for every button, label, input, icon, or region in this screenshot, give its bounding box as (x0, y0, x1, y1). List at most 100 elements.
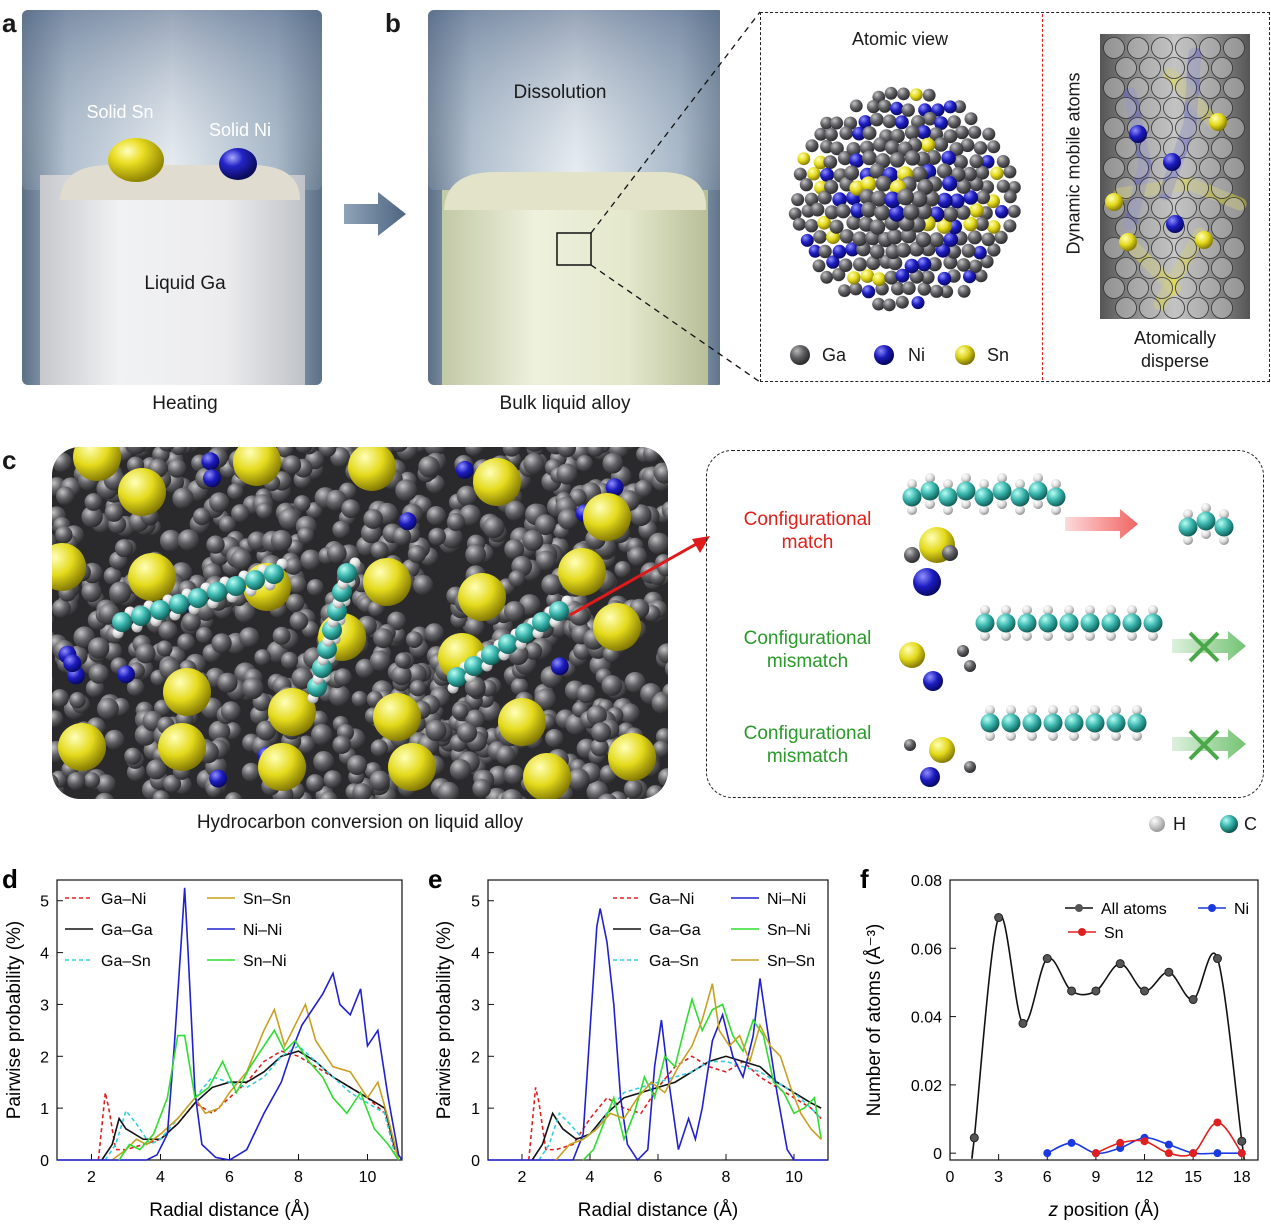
dynamic-mobile-atoms-label: Dynamic mobile atoms (1063, 72, 1084, 255)
ga-atom (158, 621, 178, 641)
ga-atom (52, 452, 72, 473)
y-axis-label: Pairwise probability (%) (4, 921, 25, 1120)
x-tick-label: 3 (994, 1169, 1003, 1186)
atomically-disperse-label: Atomically disperse (1133, 328, 1217, 371)
ga-atom (1223, 237, 1245, 259)
h-atom (1001, 605, 1011, 615)
ga-atom (943, 129, 958, 144)
h-atom (1127, 605, 1137, 615)
ga-atom (915, 203, 933, 220)
ga-atom (370, 739, 388, 757)
sn-atom (1195, 231, 1213, 249)
ga-atom (964, 660, 976, 672)
ga-atom (788, 207, 802, 221)
ga-atom (418, 456, 440, 478)
ga-atom (326, 543, 347, 564)
legend-label: Ga–Ga (649, 922, 701, 939)
y-tick-label: 4 (471, 946, 480, 963)
ga-atom (510, 677, 529, 696)
ga-atom (347, 755, 368, 775)
ga-atom (156, 640, 173, 657)
series-line-Sn–Ni (118, 1028, 400, 1161)
h-atom (1183, 535, 1193, 545)
ga-atom (1103, 157, 1125, 179)
ga-atom (1139, 137, 1161, 159)
atom-cluster (788, 86, 1021, 312)
y-tick-label: 0.08 (911, 873, 942, 890)
ga-atom (1103, 77, 1125, 99)
ga-atom (227, 483, 244, 500)
data-point (1164, 967, 1174, 977)
c-atom (245, 570, 265, 590)
ga-atom (654, 464, 668, 484)
ni-atom (943, 100, 957, 114)
legend-label: Ga–Ni (649, 891, 694, 908)
ga-atom (623, 779, 643, 799)
c-atom (264, 564, 284, 584)
ga-atom (849, 282, 863, 296)
h-atom (1027, 705, 1037, 715)
ga-atom (1199, 157, 1221, 179)
ga-atom (440, 526, 463, 549)
ni-atom (1166, 215, 1184, 233)
sn-atom (797, 152, 811, 166)
c-atom (447, 667, 467, 687)
ga-atom (1199, 37, 1221, 59)
ni-atom (201, 452, 220, 471)
h-atom (961, 499, 971, 509)
ga-atom (567, 768, 590, 791)
ga-atom (1163, 297, 1185, 319)
ga-atom (373, 628, 394, 649)
legend-label: Ga–Sn (649, 953, 699, 970)
ga-atom (1199, 197, 1221, 219)
liquid-alloy-surface (52, 447, 668, 799)
ga-atom (437, 781, 460, 799)
legend-label: Ga–Ni (101, 891, 146, 908)
h-atom (925, 499, 935, 509)
h-atom (961, 473, 971, 483)
data-point (1091, 986, 1101, 996)
h-atom (1015, 505, 1025, 515)
ga-atom (1139, 97, 1161, 119)
c-legend-label: C (1244, 814, 1257, 834)
solid-sn-ball (108, 138, 164, 182)
ga-atom (193, 507, 211, 526)
ga-atom (1115, 97, 1137, 119)
series-line-Sn–Ni (582, 996, 822, 1161)
ga-atom (1151, 237, 1173, 259)
h-atom (1106, 605, 1116, 615)
c-atom (1043, 713, 1063, 733)
ga-atom (866, 255, 881, 271)
y-tick-label: 0 (40, 1153, 49, 1170)
ga-atom (942, 206, 958, 222)
ni-atom (995, 205, 1009, 219)
ga-atom (614, 561, 631, 578)
c-atom (1178, 517, 1198, 537)
ga-atom (369, 770, 390, 791)
c-atom (1059, 613, 1079, 633)
c-atom (1106, 713, 1126, 733)
sn-atom (909, 88, 923, 101)
ga-atom (1115, 177, 1137, 199)
ga-atom (590, 738, 609, 757)
mobile-atoms-column (1100, 34, 1250, 319)
sn-atom (118, 468, 166, 516)
ga-atom (287, 575, 307, 594)
sn-atom (163, 668, 211, 716)
c-atom (980, 713, 1000, 733)
caption-hydrocarbon-conversion: Hydrocarbon conversion on liquid alloy (196, 812, 524, 833)
ga-atom (67, 772, 86, 791)
ga-atom (424, 623, 444, 643)
ga-atom (256, 720, 276, 741)
ga-atom (311, 723, 333, 746)
ga-atom (306, 502, 323, 519)
ga-atom (804, 192, 819, 207)
ni-atom (980, 155, 995, 169)
ga-atom (940, 285, 954, 299)
dissolution-label: Dissolution (513, 82, 607, 103)
sn-atom (1119, 233, 1137, 251)
ga-atom (869, 244, 885, 260)
ga-atom (425, 719, 447, 742)
ni-atom (904, 258, 919, 274)
ni-atom (963, 270, 977, 284)
